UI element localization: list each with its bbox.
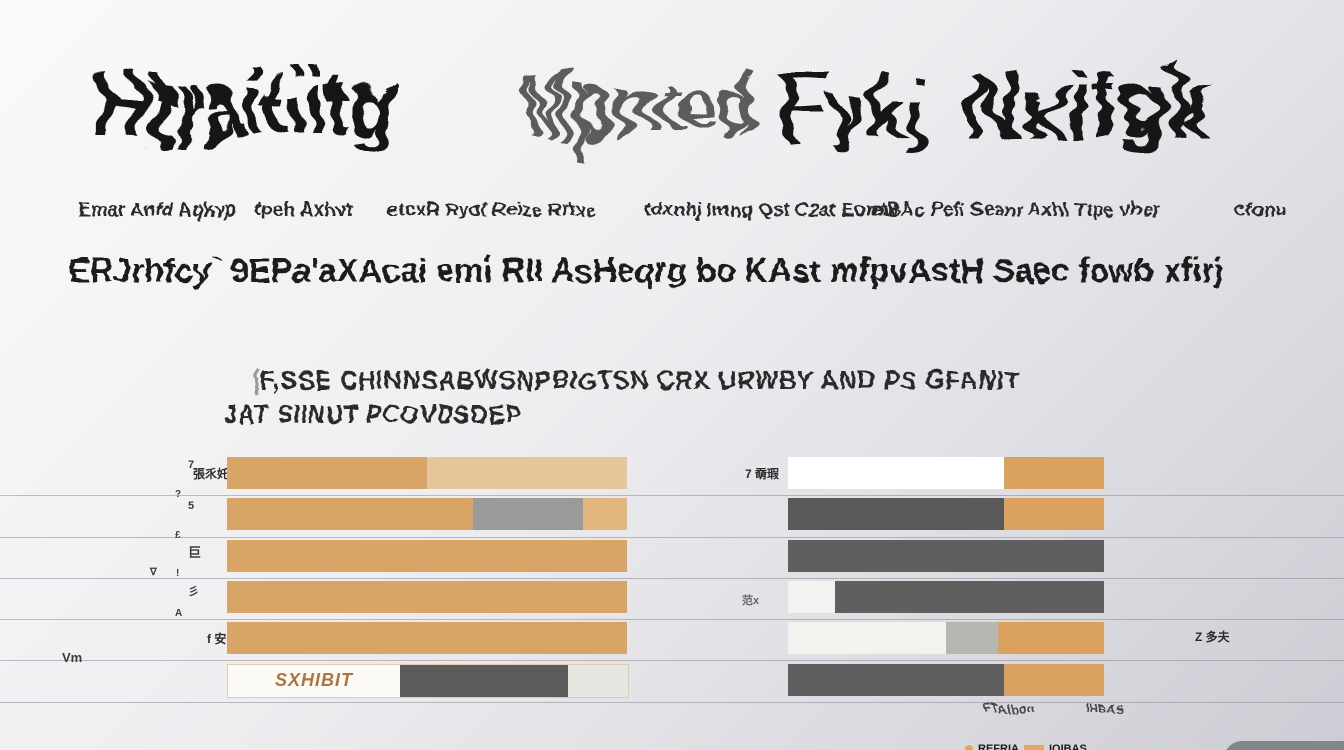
- svg-text:etcxR Ryot Reize Rrtxe: etcxR Ryot Reize Rrtxe: [388, 200, 596, 221]
- svg-text:F,SSE CHINNSABWSNPBIGTSN CRX U: F,SSE CHINNSABWSNPBIGTSN CRX URWBY AND P…: [260, 365, 1020, 395]
- svg-text:Fykj: Fykj: [777, 56, 932, 158]
- svg-text:JAT SIINUT PCOVDSDEP: JAT SIINUT PCOVDSDEP: [224, 399, 522, 429]
- svg-text:tdxnhj Imnq Qst C2at Eomw: tdxnhj Imnq Qst C2at Eomw: [645, 200, 898, 221]
- svg-text:Emar Anfd Aqkvp: Emar Anfd Aqkvp: [78, 200, 236, 221]
- svg-text:Mpnted: Mpnted: [520, 53, 755, 158]
- svg-text:ERJrhfcy` 9EPa'aXAcai emi RII: ERJrhfcy` 9EPa'aXAcai emi RII AsHeqrg bo…: [68, 252, 1223, 290]
- svg-text:Htraitiitg: Htraitiitg: [95, 52, 395, 159]
- svg-text:Nxifgk: Nxifgk: [962, 52, 1213, 159]
- svg-text:cfonu: cfonu: [1235, 200, 1287, 221]
- svg-text:etBAc Pefi Seanr Axhl Ttpe vhe: etBAc Pefi Seanr Axhl Ttpe vher: [870, 200, 1160, 221]
- svg-text:tpeh Axhvt: tpeh Axhvt: [255, 200, 353, 221]
- svg-text:FTAlbon: FTAlbon: [983, 701, 1035, 716]
- svg-text:IHBAs: IHBAs: [1085, 701, 1124, 716]
